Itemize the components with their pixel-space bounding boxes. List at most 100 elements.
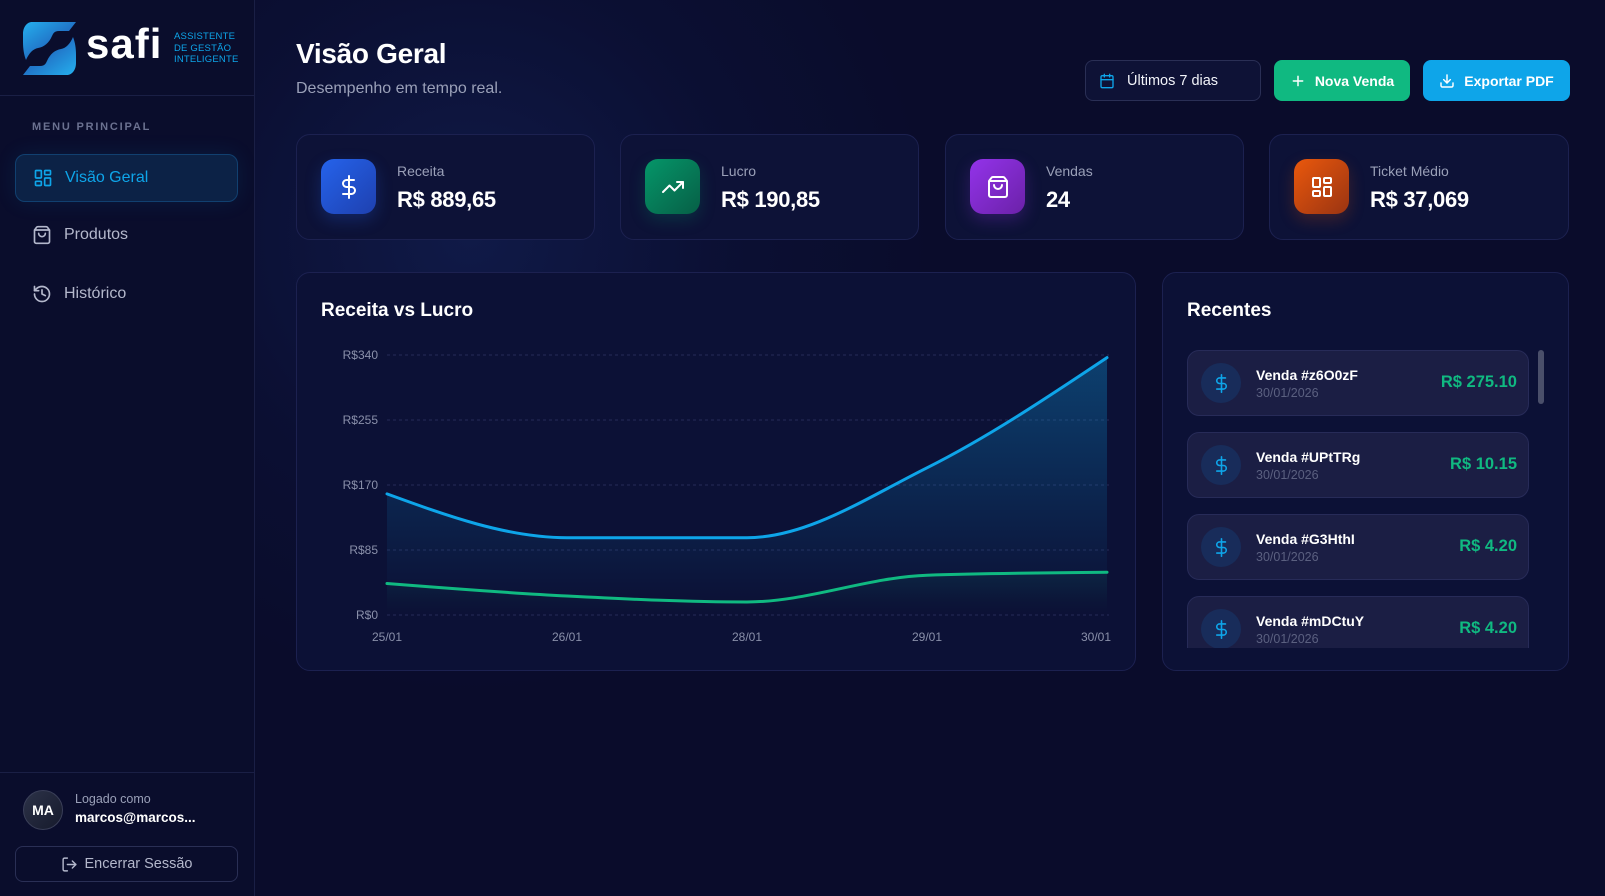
sidebar-item-label: Produtos xyxy=(64,226,129,243)
calendar-icon xyxy=(1100,73,1114,88)
sale-date: 30/01/2026 xyxy=(1256,468,1319,482)
kpi-label: Lucro xyxy=(721,163,757,179)
recent-sale-item[interactable]: Venda #mDCtuY 30/01/2026 R$ 4.20 xyxy=(1187,596,1529,648)
dollar-icon xyxy=(1215,373,1227,393)
dollar-icon xyxy=(1215,619,1227,639)
safi-logo-icon xyxy=(23,22,76,75)
sidebar: safi ASSISTENTE DE GESTÃO INTELIGENTE ME… xyxy=(0,0,255,896)
kpi-icon-box xyxy=(970,159,1025,214)
page-subtitle: Desempenho em tempo real. xyxy=(296,80,503,97)
page-title: Visão Geral xyxy=(296,38,447,69)
revenue-profit-chart[interactable]: R$0 R$85 R$170 R$255 R$340 25/01 26/01 28/01 29/… xyxy=(297,273,1137,672)
tagline-line: INTELIGENTE xyxy=(174,54,239,65)
series-line-lucro xyxy=(385,570,1109,604)
tagline-line: ASSISTENTE xyxy=(174,31,236,42)
y-axis-tick-label: R$85 xyxy=(349,543,378,557)
kpi-card-lucro: Lucro R$ 190,85 xyxy=(620,134,919,240)
sale-amount: R$ 4.20 xyxy=(1459,619,1517,637)
dollar-icon xyxy=(341,174,356,199)
recent-sales-list[interactable]: Venda #z6O0zF 30/01/2026 R$ 275.10 Venda… xyxy=(1187,350,1531,648)
kpi-label: Receita xyxy=(397,163,445,179)
date-range-select[interactable]: Últimos 7 dias xyxy=(1085,60,1261,101)
user-area: MA Logado como marcos@marcos... Encerrar… xyxy=(0,772,254,896)
sale-amount: R$ 4.20 xyxy=(1459,537,1517,555)
recent-list-scrollbar[interactable] xyxy=(1538,350,1544,404)
user-email: marcos@marcos... xyxy=(75,810,196,825)
kpi-icon-box xyxy=(321,159,376,214)
log-out-icon xyxy=(61,856,77,872)
sale-date: 30/01/2026 xyxy=(1256,632,1319,646)
y-axis-tick-label: R$255 xyxy=(343,413,379,427)
chart-title: Receita vs Lucro xyxy=(321,300,474,321)
shopping-bag-icon xyxy=(987,175,1008,198)
sidebar-item-historico[interactable]: Histórico xyxy=(15,270,238,318)
kpi-icon-box xyxy=(645,159,700,214)
recent-sale-item[interactable]: Venda #G3HthI 30/01/2026 R$ 4.20 xyxy=(1187,514,1529,580)
kpi-label: Vendas xyxy=(1046,163,1093,179)
export-pdf-button[interactable]: Exportar PDF xyxy=(1423,60,1570,101)
x-axis-tick-label: 29/01 xyxy=(912,630,942,644)
sale-icon-circle xyxy=(1201,445,1241,485)
tagline-line: DE GESTÃO xyxy=(174,42,232,54)
new-sale-button[interactable]: Nova Venda xyxy=(1274,60,1410,101)
plus-icon xyxy=(1292,75,1304,86)
sidebar-item-visao-geral[interactable]: Visão Geral xyxy=(15,154,238,202)
history-icon xyxy=(32,284,52,304)
sale-title: Venda #UPtTRg xyxy=(1256,449,1361,465)
kpi-card-vendas: Vendas 24 xyxy=(945,134,1244,240)
avatar: MA xyxy=(23,790,63,830)
kpi-card-ticket-medio: Ticket Médio R$ 37,069 xyxy=(1269,134,1569,240)
kpi-value: R$ 37,069 xyxy=(1370,187,1469,212)
dollar-icon xyxy=(1215,537,1227,557)
kpi-card-receita: Receita R$ 889,65 xyxy=(296,134,595,240)
sale-icon-circle xyxy=(1201,363,1241,403)
sale-title: Venda #mDCtuY xyxy=(1256,613,1365,629)
export-pdf-label: Exportar PDF xyxy=(1464,72,1554,89)
sale-date: 30/01/2026 xyxy=(1256,386,1319,400)
download-icon xyxy=(1440,73,1454,88)
sale-amount: R$ 10.15 xyxy=(1450,455,1517,473)
sale-icon-circle xyxy=(1201,609,1241,648)
sale-icon-circle xyxy=(1201,527,1241,567)
revenue-profit-chart-card: Receita vs Lucro R$0 R$85 R$170 R$255 R$340 2… xyxy=(296,272,1136,671)
x-axis-tick-label: 28/01 xyxy=(732,630,762,644)
dashboard-grid-icon xyxy=(1311,176,1332,197)
user-caption: Logado como xyxy=(75,792,151,806)
x-axis-tick-label: 26/01 xyxy=(552,630,582,644)
sale-date: 30/01/2026 xyxy=(1256,550,1319,564)
date-range-value: Últimos 7 dias xyxy=(1127,72,1219,89)
logo-area: safi ASSISTENTE DE GESTÃO INTELIGENTE xyxy=(0,0,254,96)
recent-sales-card: Recentes Venda #z6O0zF 30/01/2026 R$ 275… xyxy=(1162,272,1569,671)
x-axis-tick-label: 30/01 xyxy=(1081,630,1111,644)
y-axis-tick-label: R$0 xyxy=(356,608,378,622)
sidebar-item-produtos[interactable]: Produtos xyxy=(15,211,238,259)
recent-sale-item[interactable]: Venda #UPtTRg 30/01/2026 R$ 10.15 xyxy=(1187,432,1529,498)
series-area-lucro xyxy=(387,572,1107,615)
recent-sale-item[interactable]: Venda #z6O0zF 30/01/2026 R$ 275.10 xyxy=(1187,350,1529,416)
series-line-receita xyxy=(385,356,1109,540)
dashboard-grid-icon xyxy=(33,168,53,188)
new-sale-label: Nova Venda xyxy=(1314,72,1395,89)
sidebar-item-label: Visão Geral xyxy=(65,169,149,186)
y-axis-tick-label: R$170 xyxy=(343,478,379,492)
recent-title: Recentes xyxy=(1187,300,1272,321)
y-axis-tick-label: R$340 xyxy=(343,348,379,362)
app-tagline: ASSISTENTE DE GESTÃO INTELIGENTE xyxy=(174,31,239,66)
kpi-icon-box xyxy=(1294,159,1349,214)
x-axis-tick-label: 25/01 xyxy=(372,630,402,644)
dollar-icon xyxy=(1215,455,1227,475)
shopping-bag-icon xyxy=(32,225,52,245)
kpi-value: 24 xyxy=(1046,187,1070,212)
sale-amount: R$ 275.10 xyxy=(1440,373,1517,391)
kpi-value: R$ 889,65 xyxy=(397,187,496,212)
logout-label: Encerrar Sessão xyxy=(84,856,193,872)
sidebar-item-label: Histórico xyxy=(64,285,127,302)
trending-up-icon xyxy=(661,180,684,193)
logout-button[interactable]: Encerrar Sessão xyxy=(15,846,238,882)
menu-section-label: MENU PRINCIPAL xyxy=(32,121,152,133)
kpi-label: Ticket Médio xyxy=(1370,163,1449,179)
series-area-receita xyxy=(387,357,1107,615)
kpi-value: R$ 190,85 xyxy=(721,187,820,212)
sale-title: Venda #z6O0zF xyxy=(1256,367,1358,383)
sale-title: Venda #G3HthI xyxy=(1256,531,1355,547)
